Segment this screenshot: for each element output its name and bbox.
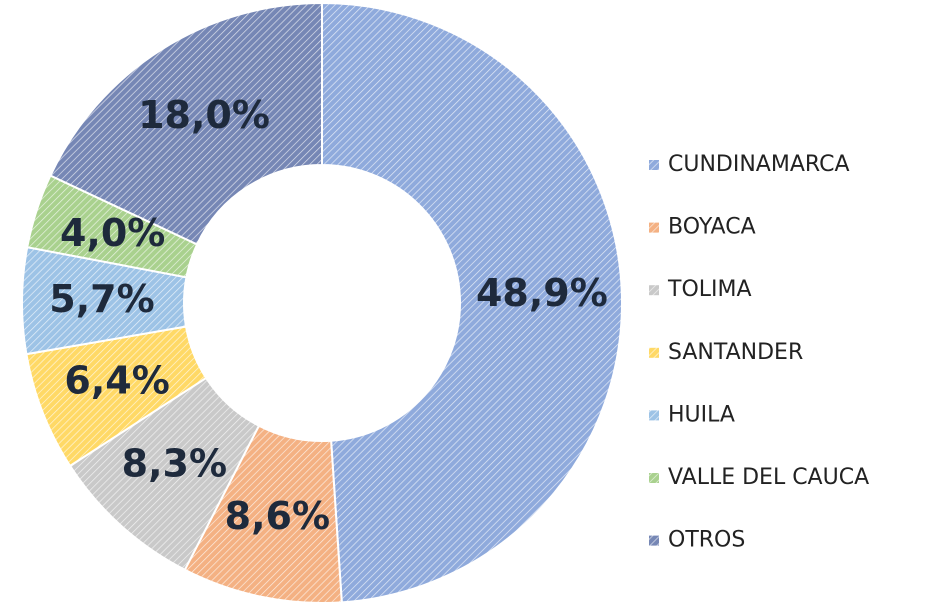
data-label: 8,6% (225, 494, 330, 538)
legend-label: CUNDINAMARCA (668, 152, 850, 177)
data-label: 8,3% (122, 442, 227, 486)
legend-marker (649, 222, 659, 233)
legend-label: HUILA (668, 402, 735, 427)
legend-label: BOYACA (668, 215, 756, 240)
data-label: 4,0% (60, 211, 165, 255)
data-label: 5,7% (49, 277, 154, 321)
data-label: 18,0% (138, 93, 270, 137)
legend-label: SANTANDER (668, 340, 803, 365)
legend-marker (649, 410, 659, 421)
legend-label: VALLE DEL CAUCA (668, 465, 869, 490)
legend-marker (649, 473, 659, 483)
donut-slice (49, 1, 323, 246)
legend-marker (649, 347, 659, 358)
legend-label: TOLIMA (667, 277, 752, 302)
legend-marker (649, 285, 659, 296)
legend-label: OTROS (668, 528, 745, 553)
legend-marker (649, 160, 659, 170)
legend-marker (649, 535, 659, 546)
donut-slice (321, 1, 623, 604)
data-label: 6,4% (64, 359, 169, 403)
data-label: 48,9% (476, 271, 608, 315)
